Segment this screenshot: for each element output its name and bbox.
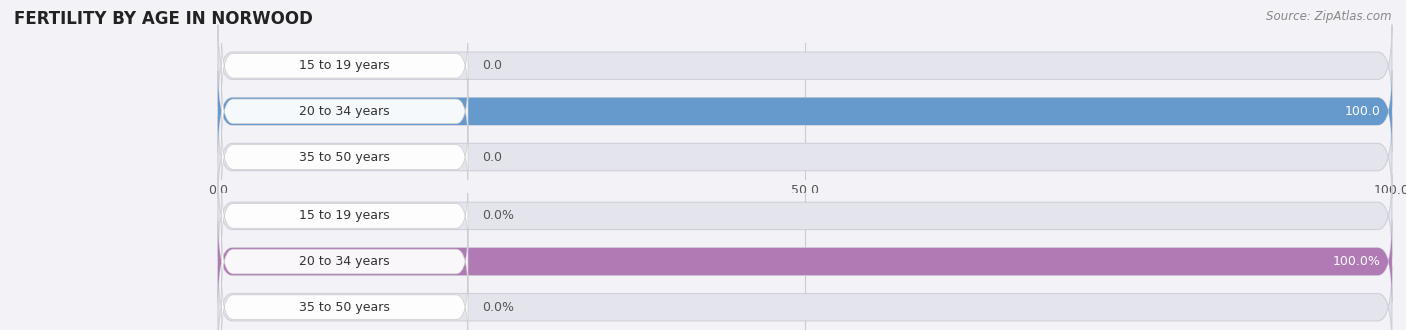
FancyBboxPatch shape <box>222 182 468 249</box>
Text: 15 to 19 years: 15 to 19 years <box>299 209 389 222</box>
Text: 15 to 19 years: 15 to 19 years <box>299 59 389 72</box>
FancyBboxPatch shape <box>218 175 1392 257</box>
Text: 35 to 50 years: 35 to 50 years <box>299 150 389 164</box>
Text: 0.0: 0.0 <box>482 59 502 72</box>
FancyBboxPatch shape <box>222 78 468 145</box>
FancyBboxPatch shape <box>218 220 1392 303</box>
Text: 100.0%: 100.0% <box>1333 255 1381 268</box>
Text: Source: ZipAtlas.com: Source: ZipAtlas.com <box>1267 10 1392 23</box>
Text: 0.0%: 0.0% <box>482 209 515 222</box>
Text: 20 to 34 years: 20 to 34 years <box>299 255 389 268</box>
Text: FERTILITY BY AGE IN NORWOOD: FERTILITY BY AGE IN NORWOOD <box>14 10 314 28</box>
Text: 0.0%: 0.0% <box>482 301 515 314</box>
FancyBboxPatch shape <box>222 274 468 330</box>
Text: 100.0: 100.0 <box>1344 105 1381 118</box>
FancyBboxPatch shape <box>222 124 468 190</box>
FancyBboxPatch shape <box>218 220 1392 303</box>
FancyBboxPatch shape <box>218 25 1392 107</box>
Text: 35 to 50 years: 35 to 50 years <box>299 301 389 314</box>
FancyBboxPatch shape <box>222 228 468 295</box>
Text: 0.0: 0.0 <box>482 150 502 164</box>
FancyBboxPatch shape <box>218 70 1392 152</box>
FancyBboxPatch shape <box>218 70 1392 152</box>
FancyBboxPatch shape <box>218 116 1392 198</box>
FancyBboxPatch shape <box>222 32 468 99</box>
FancyBboxPatch shape <box>218 266 1392 330</box>
Text: 20 to 34 years: 20 to 34 years <box>299 105 389 118</box>
